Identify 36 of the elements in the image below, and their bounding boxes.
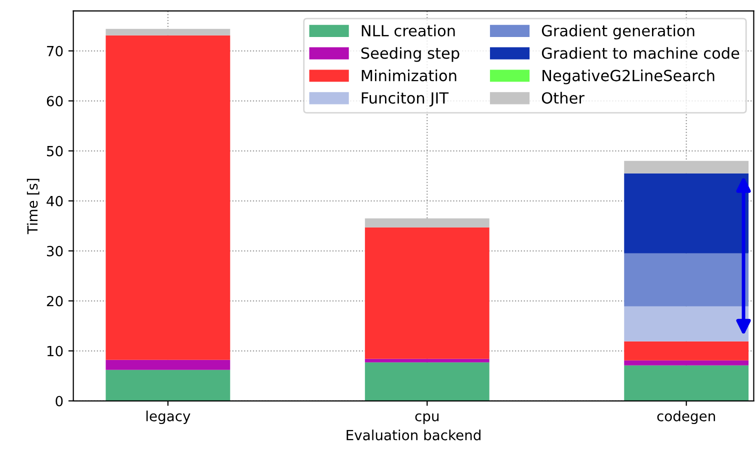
legend-label: NegativeG2LineSearch: [542, 69, 714, 84]
x-tick-label: cpu: [415, 413, 439, 424]
y-axis-title: Time [s]: [26, 178, 40, 234]
legend-label: Other: [542, 92, 584, 104]
y-tick-label: 50: [47, 146, 63, 156]
y-tick-label: 30: [46, 246, 63, 256]
bar: [364, 362, 490, 401]
bar: [624, 160, 749, 174]
y-tick-label: 40: [46, 196, 63, 206]
bar: [624, 365, 749, 401]
bar: [624, 173, 749, 254]
legend-label: Funciton JIT: [362, 92, 449, 107]
bar: [364, 227, 490, 359]
bar: [624, 306, 749, 342]
bar: [106, 28, 230, 36]
legend-label: Gradient generation: [542, 24, 694, 40]
legend-label: Minimization: [362, 69, 456, 82]
legend-label: NLL creation: [362, 24, 455, 36]
bar: [106, 370, 230, 401]
x-tick-label: legacy: [146, 410, 190, 424]
bar: [364, 358, 490, 362]
y-tick-label: 70: [47, 46, 63, 56]
legend-label: Gradient to machine code: [542, 47, 740, 59]
bar: [624, 341, 749, 360]
x-axis-title: Evaluation backend: [346, 430, 480, 440]
y-tick-label: 20: [46, 296, 63, 306]
bar: [624, 253, 749, 306]
bar: [624, 360, 749, 366]
bar: [106, 360, 230, 370]
bar: [106, 35, 230, 360]
y-tick-label: 0: [56, 396, 63, 406]
y-tick-label: 60: [46, 96, 63, 106]
x-tick-label: codegen: [657, 410, 715, 424]
y-tick-label: 10: [47, 346, 63, 356]
legend-label: Seeding step: [361, 47, 460, 62]
bar: [364, 218, 490, 228]
